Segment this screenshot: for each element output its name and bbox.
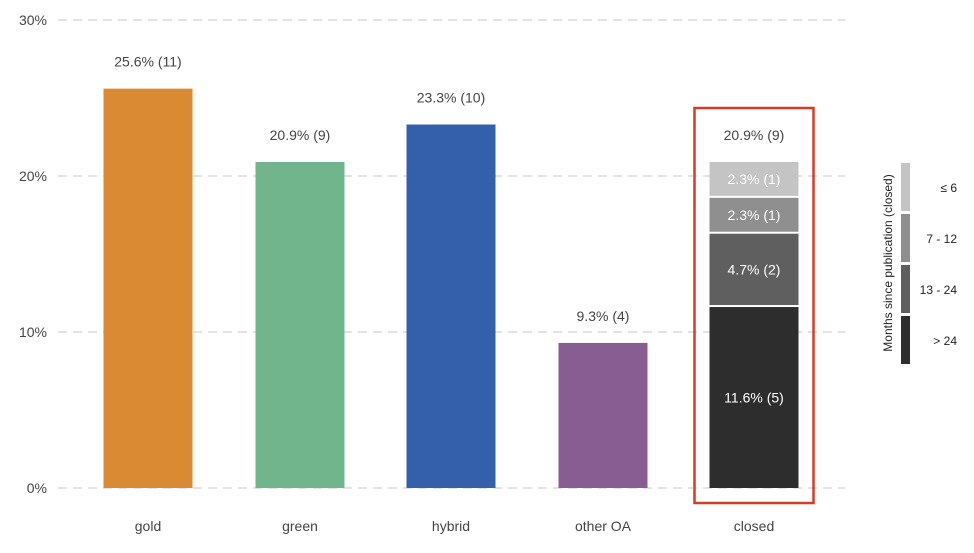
x-tick-label: gold (135, 518, 161, 534)
bars (103, 88, 799, 489)
x-tick-label: other OA (575, 518, 632, 534)
bar (558, 342, 648, 488)
data-labels: 25.6% (11) 20.9% (9) 23.3% (10) 9.3% (4) 11.… (114, 54, 784, 406)
bar (406, 124, 496, 489)
bar-value-label: 20.9% (9) (270, 127, 331, 143)
x-tick-label: hybrid (432, 518, 470, 534)
bar-value-label: 20.9% (9) (724, 127, 785, 143)
bar-segment (709, 197, 799, 232)
bar-value-label: 25.6% (11) (114, 54, 181, 70)
highlight-box (693, 106, 815, 505)
y-tick-label: 20% (19, 168, 47, 184)
bar-value-label: 9.3% (4) (577, 308, 630, 324)
legend: ≤ 6 7 - 12 13 - 24 > 24 Months since publica… (881, 163, 957, 364)
y-axis-ticks: 0% 10% 20% 30% (19, 12, 47, 496)
segment-label: 11.6% (5) (724, 390, 784, 406)
bar-segment (709, 233, 799, 306)
legend-label: > 24 (933, 334, 957, 348)
bar-value-label: 23.3% (10) (417, 90, 485, 106)
x-axis-ticks: gold green hybrid other OA closed (135, 518, 774, 534)
segment-label: 2.3% (1) (728, 171, 781, 187)
segment-label: 2.3% (1) (728, 207, 781, 223)
x-tick-label: green (282, 518, 318, 534)
legend-label: 13 - 24 (920, 283, 958, 297)
x-tick-label: closed (734, 518, 774, 534)
segment-label: 4.7% (2) (728, 261, 781, 277)
bar-segment (709, 307, 799, 488)
legend-label: ≤ 6 (940, 181, 957, 195)
highlight-frame (693, 106, 815, 505)
bar-segment (709, 161, 799, 196)
y-tick-label: 10% (19, 324, 47, 340)
legend-swatch (901, 163, 910, 211)
legend-title: Months since publication (closed) (881, 174, 895, 351)
y-tick-label: 30% (19, 12, 47, 28)
legend-swatch (901, 316, 910, 364)
bar (103, 88, 193, 488)
legend-label: 7 - 12 (926, 232, 957, 246)
legend-swatch (901, 214, 910, 262)
legend-swatch (901, 265, 910, 313)
y-tick-label: 0% (27, 480, 47, 496)
bar (255, 161, 345, 488)
